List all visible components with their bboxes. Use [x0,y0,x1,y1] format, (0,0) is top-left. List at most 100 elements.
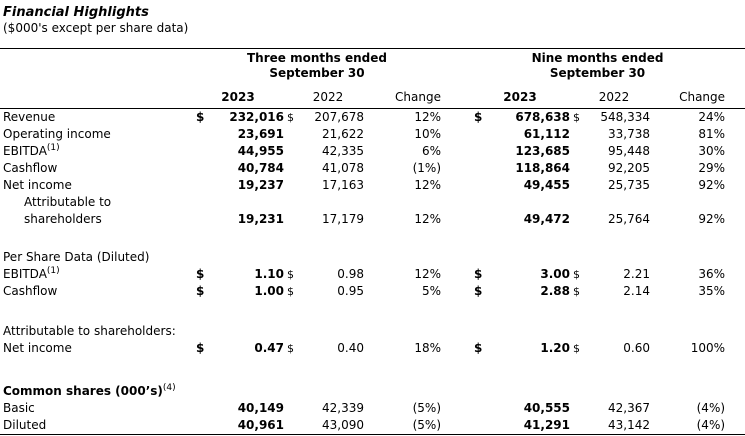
group-header-row-1: Three months ended Nine months ended [0,49,745,66]
table-row: EBITDA(1) 44,955 42,335 6% 123,685 95,448 30% [0,143,745,160]
section-row: Attributable to shareholders: [0,323,745,340]
dollar-sign [570,417,590,435]
value-cell: 17,163 [322,178,364,192]
group-subheader-nine-months: September 30 [549,66,646,80]
dollar-sign: $ [196,341,205,355]
table-row: Revenue $232,016 $207,678 12% $678,638 $548,3… [0,109,745,127]
change-cell: 24% [698,110,726,124]
dollar-sign [284,400,304,417]
value-cell [492,194,570,211]
dollar-sign [284,160,304,177]
change-cell [658,194,745,211]
dollar-sign [470,177,492,194]
dollar-sign [470,126,492,143]
col-header-change-three-months: Change [372,80,442,109]
value-cell: 21,622 [322,127,364,141]
footnote-ref: (4) [162,383,176,393]
value-cell: 25,735 [608,178,650,192]
row-label: Net income [3,178,72,192]
dollar-sign: $ [474,267,483,281]
value-cell: 40,784 [237,161,284,175]
value-cell: 40,555 [523,401,570,415]
dollar-sign: $ [287,285,294,298]
column-gap [442,400,470,417]
dollar-sign [570,177,590,194]
table-row: EBITDA(1) $1.10 $0.98 12% $3.00 $2.21 36% [0,266,745,283]
value-cell: 25,764 [608,212,650,226]
row-label: Net income [3,341,72,355]
dollar-sign: $ [474,341,483,355]
value-cell: 1.20 [540,341,570,355]
row-label: Cashflow [3,284,58,298]
dollar-sign [284,194,304,211]
change-cell: 12% [414,178,441,192]
dollar-sign: $ [573,111,580,124]
section-label: Per Share Data (Diluted) [3,250,150,264]
row-label: Cashflow [3,161,58,175]
change-cell: 30% [698,144,726,158]
dollar-sign: $ [573,285,580,298]
value-cell: 0.95 [337,284,364,298]
col-header-2022-nine-months: 2022 [570,80,658,109]
column-gap [442,126,470,143]
spacer-cell [0,357,745,383]
dollar-sign [470,400,492,417]
value-cell: 61,112 [523,127,570,141]
value-cell: 19,237 [237,178,284,192]
change-cell: 18% [414,341,441,355]
row-label: shareholders [24,212,102,226]
dollar-sign [470,194,492,211]
dollar-sign: $ [474,110,483,124]
column-gap [442,417,470,435]
value-cell: 0.98 [337,267,364,281]
value-cell: 49,472 [523,212,570,226]
row-label: EBITDA(1) [3,266,60,282]
row-label: Basic [3,401,35,415]
empty-header-cell [0,65,192,80]
value-cell: 123,685 [515,144,570,158]
change-cell: 12% [414,267,441,281]
value-cell: 0.47 [254,341,284,355]
column-gap [442,211,470,228]
page-subtitle: ($000's except per share data) [3,21,189,35]
column-gap [442,340,470,357]
value-cell [590,194,658,211]
table-row: Cashflow 40,784 41,078 (1%) 118,864 92,205 29% [0,160,745,177]
value-cell: 43,142 [608,418,650,432]
section-label: Common shares (000’s)(4) [3,383,176,399]
value-cell: 0.40 [337,341,364,355]
row-label: Diluted [3,418,47,432]
group-subheader-three-months: September 30 [269,66,365,80]
dollar-sign [570,194,590,211]
dollar-sign: $ [196,284,205,298]
dollar-sign: $ [287,111,294,124]
dollar-sign: $ [573,342,580,355]
financial-table: Three months ended Nine months ended Sep… [0,48,745,435]
empty-header-cell [0,49,192,66]
value-cell: 17,179 [322,212,364,226]
column-gap [442,266,470,283]
column-gap [442,65,470,80]
change-cell: 6% [421,144,441,158]
dollar-sign [192,160,214,177]
table-row: Diluted 40,961 43,090 (5%) 41,291 43,142 (4%) [0,417,745,435]
dollar-sign [284,143,304,160]
group-header-nine-months: Nine months ended [531,51,664,65]
dollar-sign [570,160,590,177]
value-cell [304,194,372,211]
change-cell: 10% [414,127,441,141]
change-cell: 35% [698,284,726,298]
dollar-sign: $ [573,268,580,281]
column-gap [442,160,470,177]
change-cell: 100% [690,341,726,355]
dollar-sign: $ [474,284,483,298]
change-cell: (5%) [412,418,441,432]
dollar-sign [570,211,590,228]
value-cell: 2.21 [623,267,650,281]
table-header: Three months ended Nine months ended Sep… [0,49,745,109]
column-gap [442,194,470,211]
value-cell: 41,078 [322,161,364,175]
footnote-ref: (1) [46,266,60,276]
value-cell: 44,955 [237,144,284,158]
value-cell: 43,090 [322,418,364,432]
